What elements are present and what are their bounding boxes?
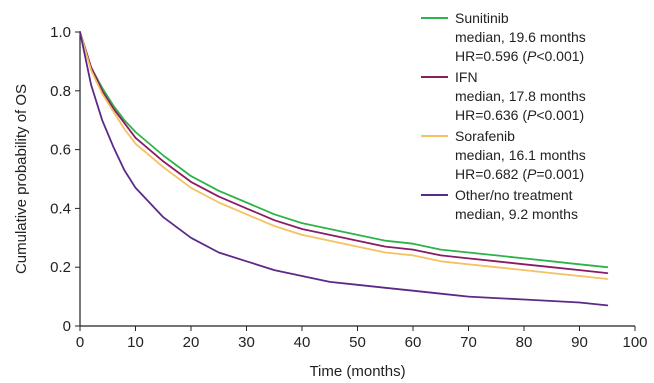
y-axis-title: Cumulative probability of OS xyxy=(13,84,30,274)
legend-text-3: Other/no treatment xyxy=(455,187,573,203)
x-tick-label: 30 xyxy=(238,334,255,351)
y-tick-label: 0.2 xyxy=(50,259,71,276)
x-tick-label: 70 xyxy=(460,334,477,351)
y-tick-label: 1.0 xyxy=(50,24,71,41)
x-tick-label: 10 xyxy=(127,334,144,351)
legend-text-3: median, 9.2 months xyxy=(455,206,578,222)
series-line-2 xyxy=(79,31,609,280)
legend-text-2: HR=0.682 (P=0.001) xyxy=(455,166,584,182)
legend: Sunitinib median, 19.6 months HR=0.596 (P<… xyxy=(421,10,586,222)
series-line-0 xyxy=(79,31,609,269)
series-line-1 xyxy=(79,31,609,274)
y-tick-label: 0.6 xyxy=(50,142,71,159)
x-axis-title: Time (months) xyxy=(309,363,405,380)
legend-text-0: Sunitinib xyxy=(455,10,509,26)
legend-text-0: HR=0.596 (P<0.001) xyxy=(455,48,584,64)
x-tick-label: 90 xyxy=(571,334,588,351)
x-tick-label: 20 xyxy=(183,334,200,351)
legend-text-0: median, 19.6 months xyxy=(455,29,586,45)
legend-text-1: IFN xyxy=(455,69,478,85)
y-tick-label: 0.4 xyxy=(50,200,71,217)
axes: 0 10 20 30 40 50 60 70 80 90 100 0 0.2 0.4 0.6 0.8 1.0 xyxy=(50,24,647,351)
x-tick-label: 100 xyxy=(622,334,647,351)
legend-text-1: HR=0.636 (P<0.001) xyxy=(455,107,584,123)
series-layer xyxy=(79,31,609,307)
legend-text-2: Sorafenib xyxy=(455,128,515,144)
legend-text-2: median, 16.1 months xyxy=(455,147,586,163)
series-line-3 xyxy=(79,31,609,307)
x-tick-label: 60 xyxy=(405,334,422,351)
x-tick-label: 0 xyxy=(76,334,84,351)
x-tick-label: 80 xyxy=(516,334,533,351)
x-tick-label: 40 xyxy=(294,334,311,351)
legend-text-1: median, 17.8 months xyxy=(455,88,586,104)
y-tick-label: 0.8 xyxy=(50,83,71,100)
x-tick-label: 50 xyxy=(349,334,366,351)
y-tick-label: 0 xyxy=(63,318,71,335)
